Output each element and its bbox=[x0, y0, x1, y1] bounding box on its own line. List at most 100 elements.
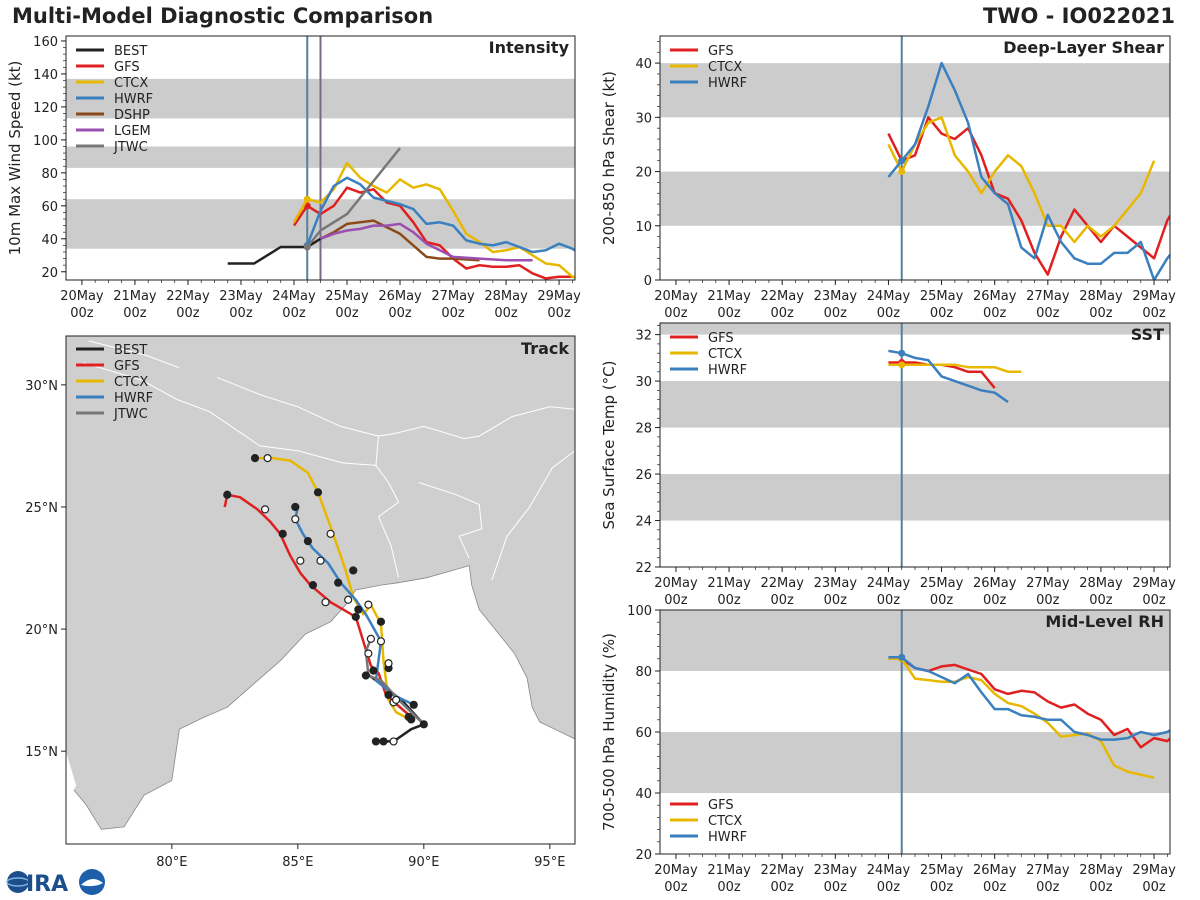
track-hwrf-point bbox=[384, 690, 393, 700]
shear-title: Deep-Layer Shear bbox=[1003, 38, 1164, 57]
track-hwrf-point bbox=[344, 595, 353, 604]
sst-xtick-label: 00z bbox=[771, 593, 795, 608]
track-legend-best: BEST bbox=[76, 343, 147, 358]
sst-band-0 bbox=[660, 474, 1170, 521]
svg-text:JTWC: JTWC bbox=[113, 140, 148, 155]
shear-xtick-label: 00z bbox=[1142, 306, 1166, 321]
intensity-legend-jtwc: JTWC bbox=[76, 140, 148, 155]
track-xtick-label: 85°E bbox=[282, 855, 313, 870]
rh-ytick-label: 80 bbox=[635, 665, 652, 680]
track-hwrf-point bbox=[409, 700, 418, 709]
intensity-xtick-label: 00z bbox=[494, 306, 518, 321]
intensity-legend-dshp: DSHP bbox=[76, 108, 150, 123]
rh-series-ctcx bbox=[888, 657, 1155, 780]
shear-series-gfs bbox=[887, 116, 1170, 276]
intensity-ytick-label: 120 bbox=[33, 101, 58, 116]
svg-text:GFS: GFS bbox=[708, 798, 734, 813]
rh-legend-hwrf: HWRF bbox=[670, 830, 747, 845]
intensity-series-best bbox=[227, 237, 322, 265]
intensity-xtick-label: 29May bbox=[537, 289, 581, 304]
rh-xtick-label: 00z bbox=[1089, 880, 1113, 895]
rh-xtick-label: 22May bbox=[760, 863, 804, 878]
rh-xtick-label: 21May bbox=[707, 863, 751, 878]
track-best-point bbox=[419, 720, 428, 729]
svg-text:CTCX: CTCX bbox=[114, 375, 148, 390]
rh-band-1 bbox=[660, 610, 1170, 671]
track-legend-jtwc: JTWC bbox=[76, 407, 148, 422]
svg-text:GFS: GFS bbox=[114, 359, 140, 374]
cira-logo: IRA bbox=[6, 869, 105, 897]
rh-xtick-label: 26May bbox=[973, 863, 1017, 878]
shear-xtick-label: 23May bbox=[814, 289, 858, 304]
track-hwrf-point bbox=[354, 605, 363, 614]
track-hwrf-point bbox=[291, 515, 300, 524]
rh-xtick-label: 23May bbox=[814, 863, 858, 878]
intensity-xtick-label: 00z bbox=[441, 306, 465, 321]
track-gfs-point bbox=[278, 529, 287, 538]
track-ctcx-point bbox=[263, 454, 272, 463]
rh-xtick-label: 27May bbox=[1026, 863, 1070, 878]
track-hwrf-point bbox=[334, 578, 343, 587]
rh-xtick-label: 29May bbox=[1132, 863, 1176, 878]
shear-marker-ctcx bbox=[898, 168, 906, 176]
sst-xtick-label: 00z bbox=[877, 593, 901, 608]
shear-band-0 bbox=[660, 171, 1170, 226]
sst-ytick-label: 28 bbox=[635, 422, 652, 437]
svg-text:GFS: GFS bbox=[114, 60, 140, 75]
svg-text:CTCX: CTCX bbox=[114, 76, 148, 91]
shear-xtick-label: 20May bbox=[654, 289, 698, 304]
rh-xtick-label: 00z bbox=[824, 880, 848, 895]
svg-text:CTCX: CTCX bbox=[708, 347, 742, 362]
sst-xtick-label: 20May bbox=[654, 576, 698, 591]
track-best-point bbox=[379, 737, 388, 746]
shear-xtick-label: 22May bbox=[760, 289, 804, 304]
sst-xtick-label: 00z bbox=[824, 593, 848, 608]
sst-series-ctcx bbox=[888, 363, 1022, 374]
track-ctcx-point bbox=[313, 488, 323, 497]
rh-marker-hwrf bbox=[898, 653, 906, 661]
intensity-xtick-label: 00z bbox=[547, 306, 571, 321]
track-gfs-point bbox=[223, 490, 232, 499]
track-ctcx-point bbox=[384, 659, 393, 668]
shear-xtick-label: 27May bbox=[1026, 289, 1070, 304]
svg-text:LGEM: LGEM bbox=[114, 124, 151, 139]
track-gfs-point bbox=[369, 666, 378, 675]
rh-xtick-label: 00z bbox=[983, 880, 1007, 895]
sst-xtick-label: 25May bbox=[920, 576, 964, 591]
sst-legend-gfs: GFS bbox=[670, 331, 734, 346]
intensity-series-lgem bbox=[320, 222, 533, 262]
intensity-legend-ctcx: CTCX bbox=[76, 76, 148, 91]
intensity-xtick-label: 00z bbox=[229, 306, 253, 321]
shear-xtick-label: 00z bbox=[771, 306, 795, 321]
border-4 bbox=[217, 377, 379, 437]
sst-xtick-label: 00z bbox=[717, 593, 741, 608]
intensity-xtick-label: 00z bbox=[335, 306, 359, 321]
track-ytick-label: 15°N bbox=[25, 745, 58, 760]
intensity-series-jtwc bbox=[306, 147, 401, 248]
svg-text:GFS: GFS bbox=[708, 331, 734, 346]
track-gfs-point bbox=[296, 556, 305, 565]
intensity-legend-hwrf: HWRF bbox=[76, 92, 153, 107]
track-xtick-label: 90°E bbox=[408, 855, 439, 870]
intensity-legend-gfs: GFS bbox=[76, 60, 140, 75]
intensity-title: Intensity bbox=[489, 38, 570, 57]
rh-legend-ctcx: CTCX bbox=[670, 814, 742, 829]
track-legend-ctcx: CTCX bbox=[76, 375, 148, 390]
track-hwrf bbox=[294, 506, 415, 706]
track-ytick-label: 20°N bbox=[25, 623, 58, 638]
intensity-xtick-label: 00z bbox=[282, 306, 306, 321]
intensity-series-dshp bbox=[319, 219, 480, 262]
track-hwrf-point bbox=[291, 502, 300, 512]
shear-xtick-label: 25May bbox=[920, 289, 964, 304]
sst-xtick-label: 24May bbox=[867, 576, 911, 591]
intensity-legend-lgem: LGEM bbox=[76, 124, 151, 139]
svg-text:HWRF: HWRF bbox=[708, 830, 747, 845]
track-ctcx-point bbox=[326, 529, 335, 538]
track-legend-gfs: GFS bbox=[76, 359, 140, 374]
shear-marker-hwrf bbox=[898, 157, 906, 165]
ocean bbox=[66, 565, 575, 844]
sst-xtick-label: 23May bbox=[814, 576, 858, 591]
track-best-point bbox=[389, 737, 398, 746]
sst-marker-ctcx bbox=[898, 361, 906, 369]
